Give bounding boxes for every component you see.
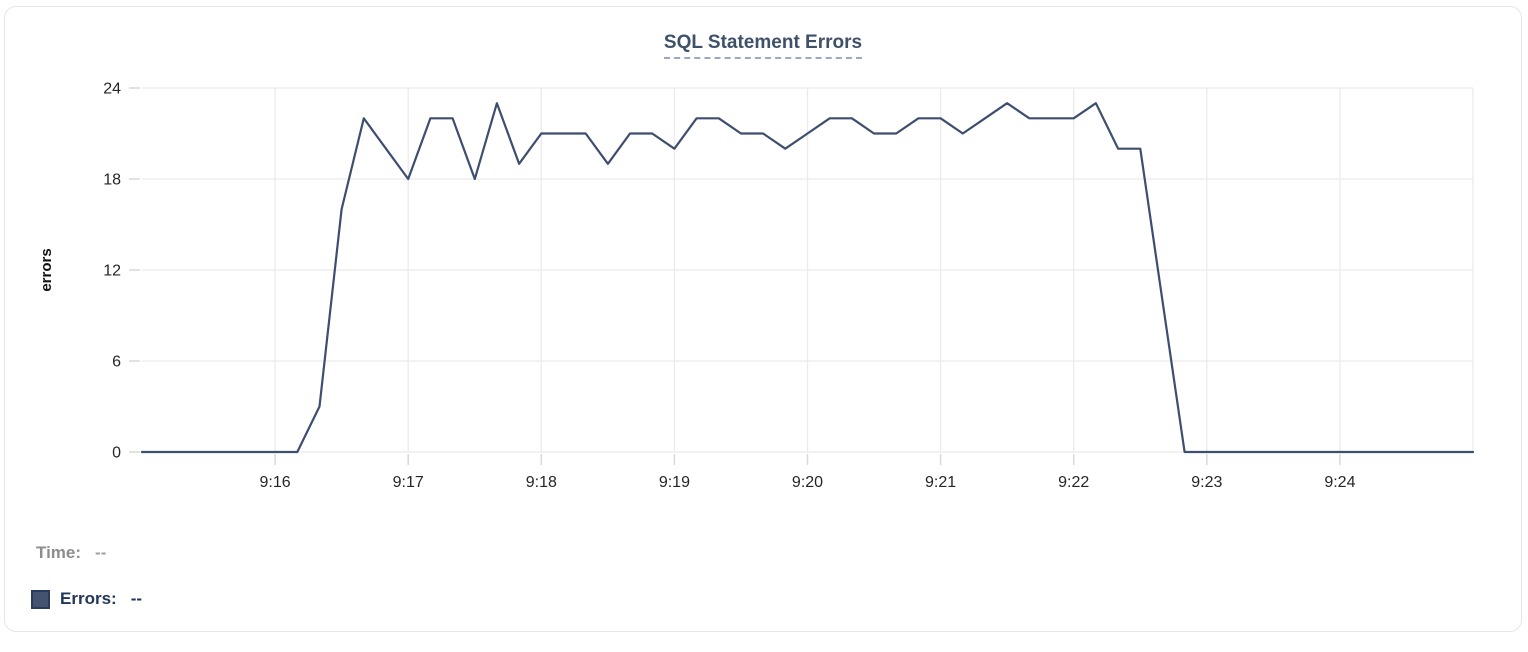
svg-text:9:24: 9:24 (1324, 474, 1355, 491)
time-readout-value: -- (95, 543, 107, 562)
svg-text:9:20: 9:20 (792, 474, 823, 491)
svg-text:24: 24 (103, 81, 121, 98)
errors-readout-value: -- (130, 589, 143, 608)
errors-readout-label: Errors: (60, 589, 117, 608)
chart-title[interactable]: SQL Statement Errors (663, 32, 863, 59)
errors-series-swatch-icon (31, 589, 50, 609)
svg-text:12: 12 (103, 263, 121, 280)
svg-text:9:21: 9:21 (925, 474, 956, 491)
svg-text:9:19: 9:19 (659, 474, 690, 491)
errors-legend-item[interactable]: Errors: -- (31, 589, 142, 609)
svg-text:errors: errors (38, 248, 55, 291)
svg-text:6: 6 (112, 354, 121, 371)
svg-text:9:22: 9:22 (1058, 474, 1089, 491)
svg-text:9:17: 9:17 (393, 474, 424, 491)
svg-text:18: 18 (103, 172, 121, 189)
chart-canvas[interactable]: 0 6 12 18 24 9:16 9:17 9:18 9:19 9:20 9:21 9:22 9:23… (5, 7, 1523, 517)
time-readout-label: Time: (36, 543, 82, 562)
line-chart[interactable]: 0 6 12 18 24 9:16 9:17 9:18 9:19 9:20 9:21 9:22 9:23… (5, 7, 1523, 517)
chart-title-wrap: SQL Statement Errors (5, 32, 1521, 59)
svg-text:9:16: 9:16 (260, 474, 291, 491)
time-readout: Time: -- (31, 543, 106, 563)
svg-text:9:18: 9:18 (526, 474, 557, 491)
svg-text:9:23: 9:23 (1191, 474, 1222, 491)
svg-text:0: 0 (112, 445, 121, 462)
chart-card: SQL Statement Errors 0 6 12 18 24 9:16 9:17 9:1… (4, 6, 1522, 632)
